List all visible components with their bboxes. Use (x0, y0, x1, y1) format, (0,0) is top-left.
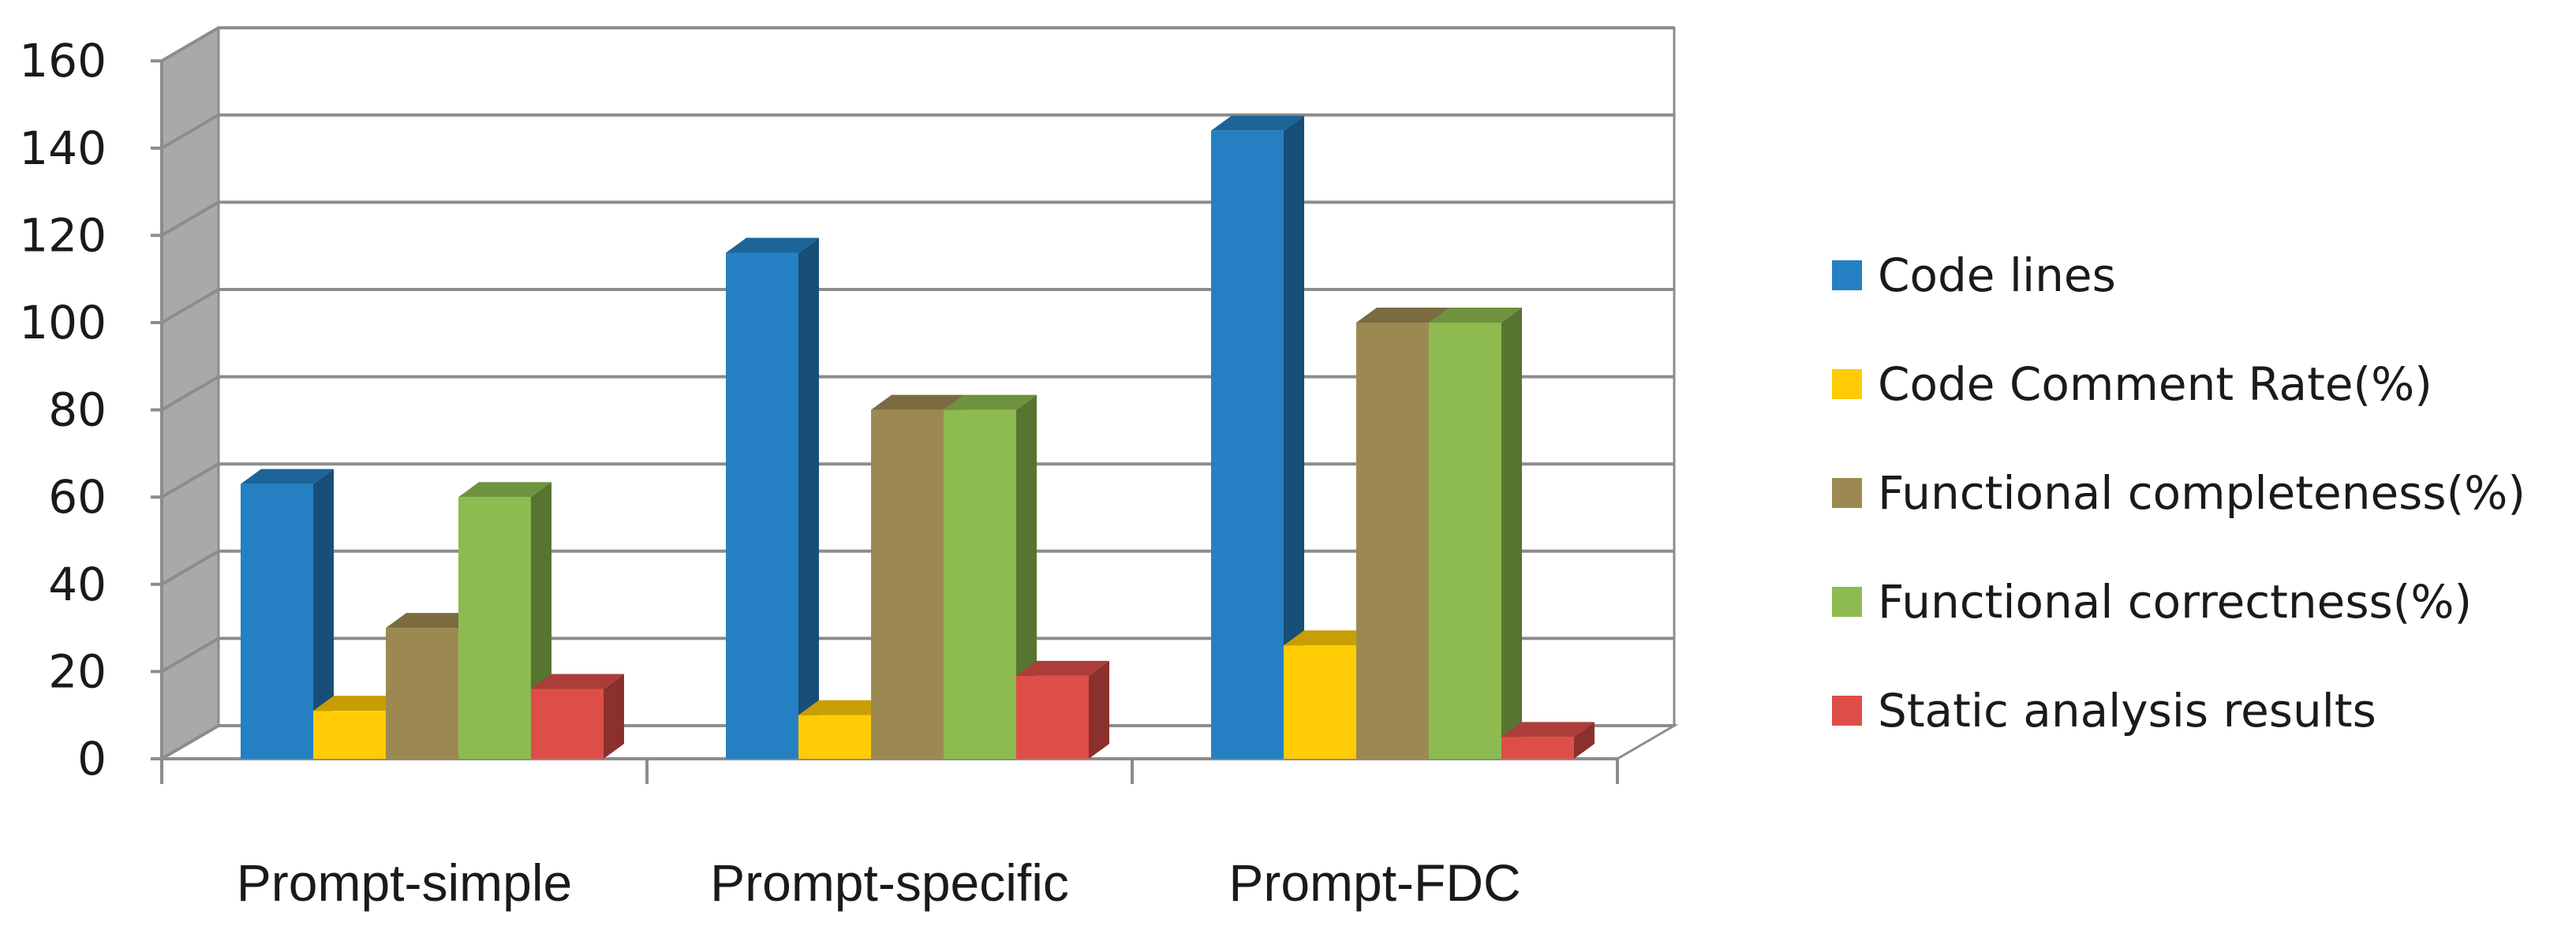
bar-top (313, 696, 406, 711)
gridline (160, 637, 1674, 674)
y-tick-label: 140 (19, 121, 107, 175)
y-tick-label: 80 (48, 383, 107, 437)
bar-front (1016, 675, 1089, 759)
bar-top (1429, 308, 1522, 323)
bar-top (726, 237, 819, 253)
bar-front (1284, 645, 1356, 759)
legend-swatch-static-analysis-results (1832, 696, 1862, 726)
bar-top (458, 482, 551, 498)
legend-item-static-analysis-results: Static analysis results (1832, 656, 2526, 765)
legend-item-functional-correctness: Functional correctness(%) (1832, 547, 2526, 656)
bar-top (1501, 722, 1595, 737)
bar-side (1089, 660, 1109, 759)
bar-front (944, 409, 1016, 759)
bar-code-lines-prompt-specific (726, 237, 819, 759)
gridline (160, 375, 1674, 412)
legend-label-static-analysis-results: Static analysis results (1878, 684, 2376, 737)
bar-top (386, 613, 479, 629)
bar-front (1501, 737, 1574, 759)
bar-front (1429, 323, 1501, 759)
y-tick-label: 40 (48, 558, 107, 611)
x-tick-label-prompt-fdc: Prompt-FDC (1228, 853, 1520, 912)
bar-static-analysis-results-prompt-specific (1016, 660, 1109, 759)
y-tick-label: 100 (19, 296, 107, 349)
y-tick-label: 0 (77, 732, 107, 786)
legend-swatch-code-lines (1832, 260, 1862, 290)
y-tick-label: 120 (19, 208, 107, 262)
legend-label-code-lines: Code lines (1878, 248, 2116, 302)
legend-item-code-lines: Code lines (1832, 221, 2526, 330)
bar-top (1016, 660, 1109, 676)
bar-front (871, 409, 944, 759)
y-tick-label: 20 (48, 644, 107, 698)
x-tick-label-prompt-specific: Prompt-specific (710, 853, 1069, 912)
bar-top (1211, 115, 1304, 131)
bar-front (386, 628, 458, 759)
legend-swatch-functional-completeness (1832, 478, 1862, 508)
bar-top (241, 469, 334, 484)
legend-label-code-comment-rate: Code Comment Rate(%) (1878, 357, 2432, 411)
bar-top (1356, 308, 1449, 323)
bar-side (1574, 722, 1595, 759)
bar-top (871, 394, 964, 410)
y-tick-label: 160 (19, 34, 107, 88)
bar-front (458, 497, 531, 759)
bar-side (604, 674, 624, 759)
bar-top (1284, 630, 1377, 646)
bar-side (313, 469, 334, 759)
bars (241, 115, 1595, 759)
bar-side (798, 237, 819, 759)
bar-front (798, 715, 871, 759)
bar-static-analysis-results-prompt-simple (531, 674, 624, 759)
gridline (160, 200, 1674, 237)
bar-front (726, 252, 798, 759)
y-axis-tick-labels: 0 20 40 60 80 100 120 140 160 (19, 34, 107, 786)
bar-front (531, 689, 604, 759)
bar-front (1356, 323, 1429, 759)
bar-code-lines-prompt-simple (241, 469, 334, 759)
bar-static-analysis-results-prompt-fdc (1501, 722, 1595, 759)
bar-top (531, 674, 624, 689)
legend-item-code-comment-rate: Code Comment Rate(%) (1832, 330, 2526, 439)
x-tick-label-prompt-simple: Prompt-simple (237, 853, 572, 912)
gridline (160, 26, 1674, 62)
legend-label-functional-correctness: Functional correctness(%) (1878, 575, 2473, 629)
bar-front (241, 484, 313, 759)
legend-label-functional-completeness: Functional completeness(%) (1878, 466, 2526, 520)
legend-item-functional-completeness: Functional completeness(%) (1832, 439, 2526, 547)
gridline (160, 549, 1674, 586)
x-axis-tick-labels: Prompt-simple Prompt-specific Prompt-FDC (237, 853, 1521, 912)
legend-swatch-code-comment-rate (1832, 369, 1862, 399)
bar-front (313, 711, 386, 759)
legend: Code lines Code Comment Rate(%) Function… (1832, 221, 2526, 765)
bar-functional-correctness-prompt-specific (944, 394, 1037, 759)
bar-functional-correctness-prompt-fdc (1429, 308, 1522, 759)
bar-top (798, 700, 892, 715)
y-tick-label: 60 (48, 470, 107, 524)
legend-swatch-functional-correctness (1832, 587, 1862, 617)
bar-side (1501, 308, 1522, 759)
gridline (160, 113, 1674, 150)
gridline (160, 462, 1674, 498)
bar-front (1211, 130, 1284, 759)
bar-code-lines-prompt-fdc (1211, 115, 1304, 759)
gridline (160, 288, 1674, 324)
bar-side (1284, 115, 1304, 759)
bar-top (944, 394, 1037, 410)
